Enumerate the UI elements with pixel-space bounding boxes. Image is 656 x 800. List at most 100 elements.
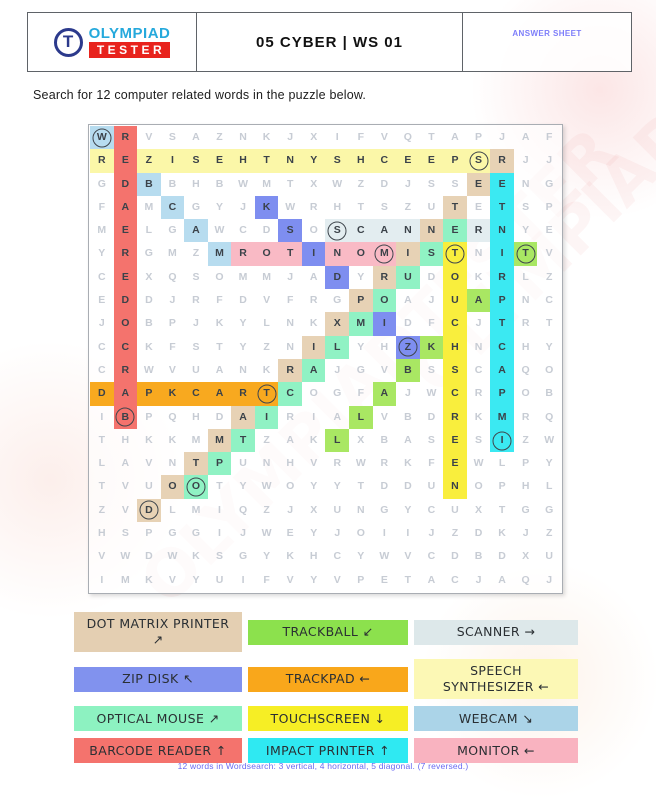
grid-cell: R <box>521 410 530 423</box>
grid-cell: G <box>380 503 389 516</box>
grid-cell: N <box>262 457 271 470</box>
grid-cell: N <box>168 457 177 470</box>
grid-cell: W <box>90 126 114 150</box>
grid-cell: R <box>474 387 483 400</box>
grid-cell: J <box>240 527 246 540</box>
grid-cell: V <box>545 247 553 260</box>
grid-cell: U <box>145 480 153 493</box>
grid-cell: U <box>443 289 467 313</box>
grid-cell: C <box>545 294 553 307</box>
grid-cell: M <box>238 270 248 283</box>
legend-item-zip-disk: ZIP DISK ↖ <box>74 666 242 692</box>
grid-cell: T <box>254 382 279 406</box>
grid-cell: I <box>490 428 514 453</box>
grid-cell: E <box>113 149 138 173</box>
grid-cell: A <box>427 573 436 586</box>
grid-cell: I <box>396 242 420 266</box>
grid-cell: I <box>100 410 104 423</box>
grid-cell: G <box>144 247 153 260</box>
grid-cell: O <box>215 270 224 283</box>
grid-cell: Y <box>404 503 412 516</box>
grid-cell: Z <box>357 177 364 190</box>
legend-item-label: OPTICAL MOUSE ↗ <box>96 710 220 726</box>
grid-cell: G <box>545 503 554 516</box>
grid-cell: T <box>286 177 294 190</box>
grid-cell: O <box>113 312 138 336</box>
grid-cell: K <box>160 382 185 406</box>
grid-cell: M <box>168 247 177 260</box>
grid-cell: R <box>113 242 138 266</box>
grid-cell: O <box>474 480 483 493</box>
grid-cell: S <box>443 358 467 383</box>
grid-cell: T <box>231 428 255 453</box>
grid-cell: R <box>90 149 114 173</box>
grid-cell: V <box>98 550 106 563</box>
grid-cell: D <box>474 527 483 540</box>
grid-cell: P <box>137 382 161 406</box>
grid-cell: A <box>498 573 506 586</box>
legend-item-label: ↗ <box>152 632 164 647</box>
grid-cell: L <box>325 335 350 359</box>
grid-cell: N <box>490 219 514 243</box>
grid-cell: T <box>490 195 514 220</box>
grid-cell: K <box>262 131 271 143</box>
grid-cell: C <box>443 312 467 336</box>
grid-cell: N <box>278 149 302 173</box>
grid-cell: Y <box>263 550 271 563</box>
grid-cell: K <box>404 457 412 470</box>
brand-logo-icon: T <box>53 27 83 57</box>
answer-sheet-label: ANSWER SHEET <box>512 29 582 38</box>
footer-summary: 12 words in Wordsearch: 3 vertical, 4 ho… <box>177 761 469 771</box>
grid-cell: T <box>545 317 553 330</box>
grid-cell: Y <box>333 480 341 493</box>
grid-cell: Q <box>521 573 530 586</box>
grid-cell: D <box>427 410 436 423</box>
grid-cell: F <box>98 200 105 213</box>
grid-cell: N <box>521 177 530 190</box>
grid-cell: T <box>216 480 223 493</box>
grid-cell: V <box>121 480 129 493</box>
grid-cell: M <box>207 428 232 453</box>
grid-cell: G <box>356 363 365 376</box>
grid-cell: U <box>545 550 553 563</box>
grid-cell: E <box>545 224 553 237</box>
grid-cell: L <box>545 480 553 493</box>
legend-item-label: TRACKPAD ← <box>285 671 371 686</box>
legend-item-label: TOUCHSCREEN ↓ <box>270 710 386 726</box>
grid-cell: K <box>309 317 318 330</box>
grid-cell: G <box>238 550 248 563</box>
grid-cell: Y <box>216 200 224 213</box>
grid-cell: I <box>241 573 245 586</box>
grid-cell: B <box>474 550 483 563</box>
grid-cell: Z <box>192 247 200 260</box>
grid-cell: Z <box>451 527 459 540</box>
grid-cell: K <box>215 317 224 330</box>
grid-cell: Z <box>263 340 270 353</box>
grid-cell: C <box>97 270 106 283</box>
grid-cell: Z <box>522 433 529 446</box>
grid-cell: L <box>169 503 176 516</box>
grid-cell: E <box>475 200 483 213</box>
grid-cell: O <box>184 475 208 499</box>
grid-cell: W <box>120 550 131 563</box>
grid-cell: D <box>137 498 161 523</box>
grid-cell: S <box>466 149 491 173</box>
grid-cell: R <box>333 457 342 470</box>
grid-cell: N <box>474 340 483 353</box>
grid-cell: J <box>287 270 294 283</box>
grid-cell: P <box>145 410 153 423</box>
grid-cell: A <box>451 131 459 143</box>
grid-cell: N <box>443 475 467 499</box>
grid-cell: V <box>380 410 388 423</box>
grid-cell: E <box>380 573 388 586</box>
grid-cell: C <box>443 382 467 406</box>
grid-cell: C <box>97 363 106 376</box>
grid-cell: J <box>428 527 435 540</box>
grid-cell: V <box>145 131 153 143</box>
brand-logo: T OLYMPIAD TESTER <box>28 13 197 71</box>
grid-cell: X <box>357 433 365 446</box>
grid-cell: J <box>546 573 553 586</box>
grid-cell: C <box>239 224 247 237</box>
grid-cell: I <box>335 131 339 143</box>
grid-cell: I <box>100 573 104 586</box>
